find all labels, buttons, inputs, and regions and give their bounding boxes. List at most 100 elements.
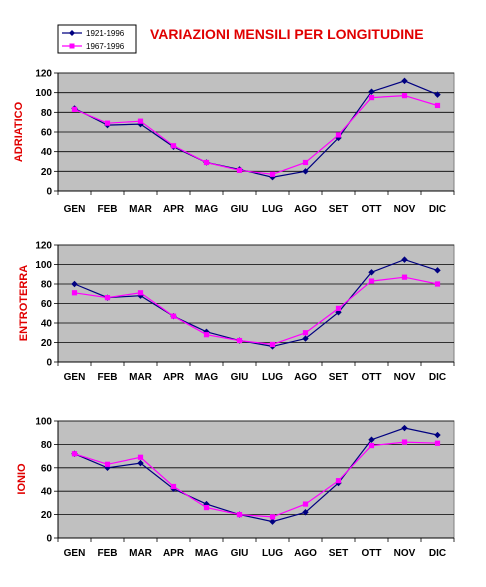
data-point-1921-1996 [302,335,309,342]
x-tick-label: OTT [362,548,382,559]
data-point-1967-1996 [302,330,309,336]
x-tick-label: MAG [195,204,219,215]
data-point-1921-1996 [137,292,144,299]
x-tick-label: DIC [429,372,446,383]
panel-adriatico: 0 20 40 60 80 100 120 GEN FEB MAR APR MAG GIU LUG AGO S… [13,69,455,215]
data-point-1967-1996 [104,120,111,126]
data-point-1921-1996 [434,91,441,98]
x-tick-label: GIU [231,548,249,559]
data-point-1921-1996 [368,269,375,276]
legend: 1921-1996 1967-1996 [57,24,137,54]
data-point-1921-1996 [269,518,276,525]
y-tick-label: 120 [35,69,52,80]
data-point-1967-1996 [434,281,441,287]
data-point-1967-1996 [335,478,342,484]
x-tick-label: GEN [64,548,86,559]
data-point-1967-1996 [137,454,144,460]
x-tick-label: MAR [129,204,153,215]
data-point-1967-1996 [269,341,276,348]
x-tick-label: DIC [429,548,446,559]
x-tick-label: GIU [231,204,249,215]
data-point-1921-1996 [203,328,210,335]
x-tick-label: LUG [262,204,283,215]
y-tick-label: 100 [35,417,52,428]
data-point-1967-1996 [269,171,276,177]
data-point-1921-1996 [302,168,309,175]
x-tick-label: GEN [64,204,86,215]
data-point-1967-1996 [71,290,78,296]
data-point-1967-1996 [302,501,309,507]
x-tick-label: FEB [98,204,118,215]
y-tick-label: 20 [41,167,53,178]
data-point-1967-1996 [71,106,78,112]
y-tick-label: 20 [41,510,53,521]
y-tick-label: 60 [41,299,53,310]
y-tick-label: 60 [41,128,53,139]
x-tick-label: AGO [294,548,317,559]
series-line-1921-1996 [74,258,438,348]
y-axis-label: IONIO [16,463,28,495]
series-line-1967-1996 [74,441,438,518]
x-tick-label: MAR [129,372,153,383]
data-point-1967-1996 [434,102,441,109]
x-tick-label: MAG [195,372,219,383]
x-tick-label: AGO [294,372,317,383]
series-line-1921-1996 [74,80,438,178]
x-tick-label: OTT [362,204,382,215]
y-tick-label: 80 [41,440,53,451]
data-point-1921-1996 [302,509,309,516]
data-point-1921-1996 [71,280,78,288]
x-tick-label: DIC [429,204,446,215]
data-point-1967-1996 [203,504,210,511]
x-tick-label: NOV [394,372,416,383]
data-point-1967-1996 [335,305,342,311]
data-point-1921-1996 [137,459,144,467]
data-point-1921-1996 [368,88,375,95]
data-point-1967-1996 [137,290,144,296]
x-tick-label: APR [163,204,185,215]
x-tick-label: MAR [129,548,153,559]
legend-label-1921: 1921-1996 [86,29,125,38]
data-point-1967-1996 [368,94,375,101]
data-point-1921-1996 [434,267,441,274]
plot-area [57,420,455,539]
legend-label-1967: 1967-1996 [86,42,125,51]
data-point-1967-1996 [236,512,243,518]
data-point-1921-1996 [368,436,375,443]
data-point-1967-1996 [170,313,177,319]
y-axis-label: ENTROTERRA [18,265,30,341]
x-tick-label: FEB [98,548,118,559]
data-point-1921-1996 [434,431,441,439]
x-tick-label: GIU [231,372,249,383]
y-tick-label: 100 [35,88,52,99]
x-tick-label: LUG [262,372,283,383]
y-tick-label: 40 [41,319,53,330]
data-point-1967-1996 [434,440,441,446]
x-tick-label: SET [329,204,348,215]
y-tick-label: 20 [41,338,53,349]
data-point-1967-1996 [104,461,111,467]
series-line-1967-1996 [74,276,438,346]
data-point-1967-1996 [401,274,408,280]
data-point-1921-1996 [401,256,408,263]
legend-diamond-marker [69,30,75,36]
x-tick-label: LUG [262,548,283,559]
series-line-1921-1996 [74,427,438,523]
y-tick-label: 80 [41,108,53,119]
x-tick-label: APR [163,548,185,559]
data-point-1967-1996 [137,118,144,124]
y-tick-label: 0 [46,187,52,198]
data-point-1967-1996 [170,483,177,490]
legend-square-marker [69,43,75,49]
x-tick-label: NOV [394,548,416,559]
data-point-1967-1996 [170,143,177,149]
data-point-1967-1996 [401,93,408,99]
y-tick-label: 120 [35,241,52,252]
data-point-1921-1996 [269,174,276,181]
data-point-1921-1996 [137,120,144,128]
data-point-1967-1996 [368,442,375,449]
x-tick-label: APR [163,372,185,383]
panel-ionio: 0 20 40 60 80 100 GEN FEB MAR APR MAG GIU LUG AGO SET O… [16,417,455,559]
data-point-1967-1996 [302,159,309,166]
